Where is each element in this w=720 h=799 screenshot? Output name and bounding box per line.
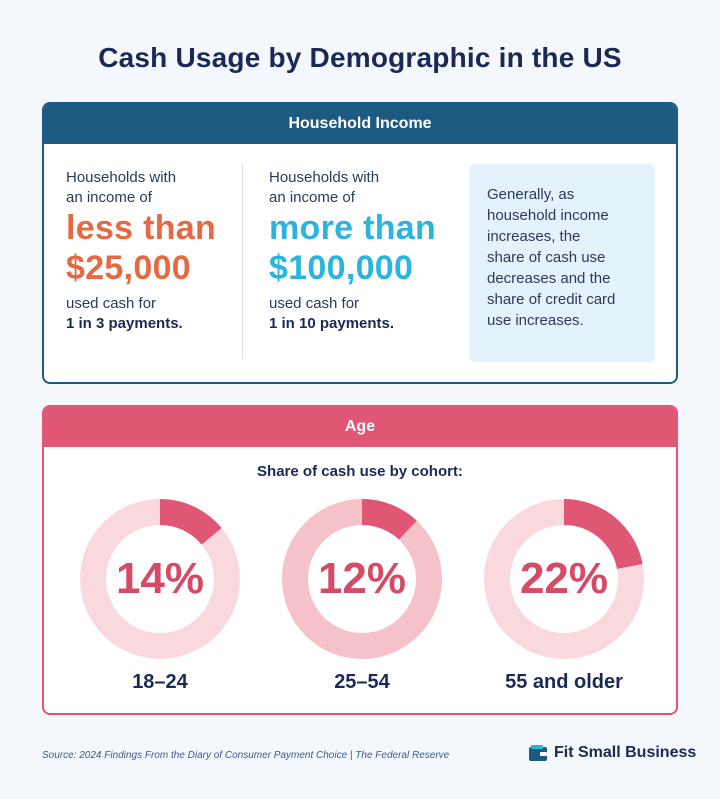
- household-income-card: Household Income Households with an inco…: [42, 102, 678, 384]
- low-income-stat: 1 in 3 payments.: [66, 315, 183, 332]
- source-citation: Source: 2024 Findings From the Diary of …: [42, 750, 450, 761]
- income-note-line: increases, the: [487, 228, 581, 245]
- donut-segment-18-24: [159, 499, 222, 546]
- income-note: Generally, as household income increases…: [469, 164, 655, 362]
- column-divider: [242, 164, 243, 360]
- low-income-big1: less than: [66, 209, 217, 247]
- brand-name: Fit Small Business: [554, 744, 697, 761]
- high-income-amount: $100,000: [269, 249, 414, 287]
- low-income-line1: Households with: [66, 169, 177, 186]
- high-income-column: Households with an income of more than $…: [269, 168, 464, 334]
- percent-18-24: 14%: [115, 554, 205, 603]
- high-income-line2: an income of: [269, 189, 355, 206]
- age-card: Age Share of cash use by cohort: 14% 18–…: [42, 405, 678, 715]
- household-income-header: Household Income: [44, 104, 676, 144]
- donut-chart-25-54: [282, 499, 442, 659]
- age-header: Age: [44, 407, 676, 447]
- income-note-line: Generally, as: [487, 186, 575, 203]
- income-note-line: share of cash use: [487, 249, 606, 266]
- donut-segment-55-older: [563, 499, 643, 570]
- cohort-label-18-24: 18–24: [132, 671, 188, 693]
- low-income-line2: an income of: [66, 189, 152, 206]
- income-note-line: household income: [487, 207, 609, 224]
- low-income-column: Households with an income of less than $…: [66, 168, 241, 334]
- donut-18-24: 14%: [80, 499, 240, 659]
- wallet-icon: [529, 745, 547, 761]
- high-income-big1: more than: [269, 209, 437, 247]
- cohort-label-55-older: 55 and older: [505, 671, 623, 693]
- high-income-line3: used cash for: [269, 295, 360, 312]
- percent-55-older: 22%: [519, 554, 609, 603]
- high-income-stat: 1 in 10 payments.: [269, 315, 395, 332]
- donut-55-older: 22%: [484, 499, 644, 659]
- income-note-line: share of credit card: [487, 291, 616, 308]
- cohort-label-25-54: 25–54: [334, 671, 390, 693]
- percent-25-54: 12%: [317, 554, 407, 603]
- income-note-line: use increases.: [487, 312, 584, 329]
- income-note-line: decreases and the: [487, 270, 611, 287]
- low-income-line3: used cash for: [66, 295, 157, 312]
- high-income-line1: Households with: [269, 169, 380, 186]
- low-income-amount: $25,000: [66, 249, 192, 287]
- donut-segment-25-54: [361, 499, 417, 541]
- age-subtitle: Share of cash use by cohort:: [257, 463, 463, 480]
- donut-chart-55-older: [484, 499, 644, 659]
- donut-25-54: 12%: [282, 499, 442, 659]
- brand-logo: Fit Small Business: [528, 744, 696, 762]
- donut-chart-18-24: [80, 499, 240, 659]
- page-title: Cash Usage by Demographic in the US: [98, 42, 622, 73]
